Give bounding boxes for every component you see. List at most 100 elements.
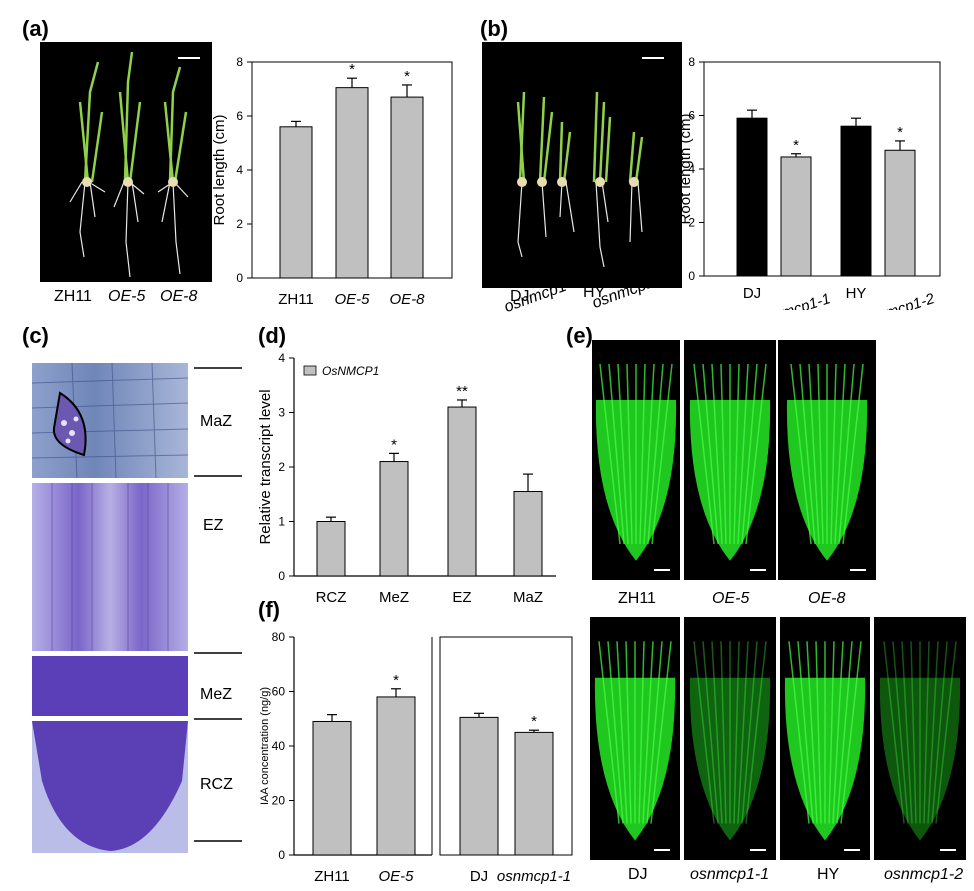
fluorescence-streak — [607, 641, 624, 824]
bar — [736, 117, 768, 277]
y-tick-label: 3 — [278, 406, 285, 420]
y-tick-label: 2 — [278, 460, 285, 474]
fluorescence-streak — [639, 363, 646, 545]
x-tick-label: osnmcp1-1 — [497, 868, 571, 885]
significance-mark: * — [404, 68, 410, 85]
rcz-image — [32, 721, 188, 853]
fluorescence-streak — [693, 363, 715, 545]
bar — [840, 125, 872, 277]
x-tick-label: RCZ — [316, 589, 347, 606]
zone-label-mez: MeZ — [200, 686, 232, 703]
fluorescence-streak — [931, 641, 948, 824]
significance-mark: * — [349, 61, 355, 78]
gfp-image-dj-drawing — [594, 641, 676, 851]
gfp-image-osnmcp1-1 — [684, 617, 776, 860]
fluorescence-streak — [646, 641, 663, 824]
fluorescence-streak — [647, 363, 664, 545]
x-tick-label: DJ — [743, 285, 761, 302]
fluorescence-streak — [737, 641, 749, 824]
y-tick-label: 0 — [278, 848, 285, 862]
fluorescence-streak — [608, 363, 625, 545]
fluorescence-streak — [901, 641, 913, 824]
significance-mark: * — [793, 137, 799, 154]
bar — [376, 696, 416, 856]
x-tick-label: MeZ — [379, 589, 409, 606]
e-label-osnmcp1-2: osnmcp1-2 — [884, 866, 964, 883]
significance-mark: ** — [456, 383, 468, 400]
fluorescence-streak — [797, 641, 814, 824]
gfp-image-dj — [590, 617, 680, 860]
panel-label-a: (a) — [22, 16, 49, 41]
fluorescence-streak — [910, 641, 917, 824]
y-tick-label: 2 — [688, 216, 695, 230]
significance-mark: * — [393, 672, 399, 689]
bar — [514, 731, 554, 856]
bar — [335, 87, 369, 279]
significance-mark: * — [897, 124, 903, 141]
x-tick-label: osnmcp1-1 — [757, 290, 833, 310]
fluorescence-streak — [720, 641, 727, 824]
bar — [379, 461, 409, 577]
x-tick-label: osnmcp1-2 — [861, 290, 937, 310]
y-tick-label: 4 — [688, 162, 695, 176]
y-tick-label: 1 — [278, 515, 285, 529]
fluorescence-streak — [720, 363, 727, 545]
bar — [513, 491, 543, 577]
x-tick-label: HY — [846, 285, 867, 302]
y-tick-label: 20 — [272, 794, 286, 808]
y-axis-title: Root length (cm) — [211, 115, 228, 226]
fluorescence-streak — [832, 641, 844, 824]
x-tick-label: MaZ — [513, 589, 543, 606]
bar — [447, 406, 477, 577]
ez-image-drawing — [51, 483, 169, 651]
rcz-image-drawing — [32, 721, 188, 851]
fluorescence-streak — [638, 641, 645, 824]
fluorescence-streak — [651, 363, 673, 545]
e-label-oe8: OE-8 — [808, 590, 846, 607]
fluorescence-streak — [838, 363, 855, 545]
y-tick-label: 40 — [272, 739, 286, 753]
zone-label-maz: MaZ — [200, 413, 232, 430]
y-tick-label: 0 — [236, 271, 243, 285]
gfp-image-oe8 — [778, 340, 876, 580]
x-tick-label: ZH11 — [314, 868, 350, 885]
bar — [316, 521, 346, 577]
bar — [279, 126, 313, 279]
panel-label-d: (d) — [258, 323, 287, 348]
x-tick-label: OE-8 — [389, 291, 425, 308]
maz-image — [31, 362, 189, 479]
e-label-oe5: OE-5 — [712, 590, 750, 607]
root-section-image — [31, 362, 189, 853]
fluorescence-streak — [702, 641, 719, 824]
gfp-image-zh11 — [592, 340, 680, 580]
y-tick-label: 0 — [688, 269, 695, 283]
fluorescence-streak — [643, 363, 655, 545]
legend-swatch — [303, 365, 317, 376]
fluorescence-streak — [806, 641, 818, 824]
significance-mark: * — [391, 436, 397, 453]
gfp-image-oe5 — [684, 340, 776, 580]
zone-label-ez: EZ — [203, 517, 224, 534]
y-tick-label: 60 — [272, 685, 286, 699]
y-tick-label: 8 — [688, 55, 695, 69]
x-tick-label: DJ — [470, 868, 488, 885]
fluorescence-streak — [799, 363, 816, 545]
y-axis-title: Relative transcript level — [257, 389, 274, 544]
fluorescence-streak — [693, 641, 715, 824]
photo-a-label-oe8: OE-8 — [160, 288, 198, 305]
photo-a-label-zh11: ZH11 — [54, 288, 92, 305]
fluorescence-streak — [650, 641, 672, 824]
y-tick-label: 6 — [236, 109, 243, 123]
fluorescence-streak — [745, 641, 767, 824]
x-tick-label: OE-5 — [378, 868, 414, 885]
fluorescence-streak — [737, 363, 749, 545]
e-label-hy: HY — [817, 866, 840, 883]
fluorescence-streak — [830, 363, 837, 545]
fluorescence-streak — [817, 363, 824, 545]
ez-image — [32, 483, 188, 651]
bar — [884, 149, 916, 277]
fluorescence-streak — [892, 641, 909, 824]
root-fluorescence — [689, 677, 771, 841]
gfp-image-osnmcp1-2-drawing — [879, 641, 961, 851]
photo-b-label-hy: HY — [583, 284, 606, 301]
